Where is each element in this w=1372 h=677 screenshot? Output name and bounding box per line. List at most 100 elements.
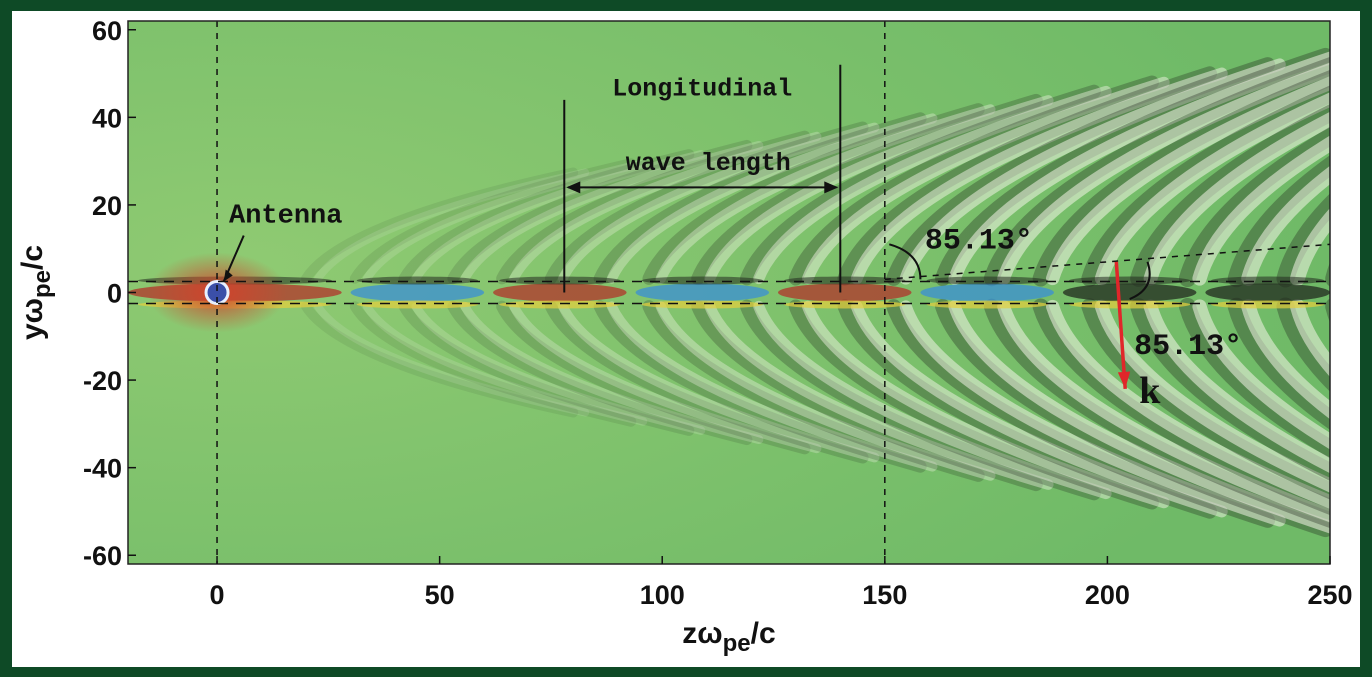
wavefront-dark	[447, 300, 753, 446]
antenna-marker	[204, 280, 230, 305]
wavefront-bright	[1094, 299, 1330, 493]
angle-label-upper: 85.13°	[925, 225, 1033, 259]
x-axis-label: zωpe/c	[682, 617, 775, 657]
beam-segment-edge	[1211, 276, 1325, 285]
wavefront-dark	[1227, 155, 1330, 288]
wavefront-bright	[704, 301, 1054, 490]
wavefront-bright	[655, 104, 996, 284]
x-axis-label-tail: /c	[751, 617, 776, 650]
wavelength-arrow-head-right	[824, 181, 839, 194]
wavefront-bright	[1289, 299, 1330, 377]
wavefront-dark	[349, 158, 637, 284]
beam-segment-edge	[1068, 300, 1191, 309]
wavefront-dark	[496, 300, 811, 455]
wavefront-bright	[509, 301, 822, 454]
wavefront-dark	[301, 167, 579, 284]
wavefront-bright	[411, 150, 706, 283]
wavefront-bright	[411, 302, 706, 435]
k-vector-arrow-head	[1117, 371, 1131, 389]
wavefront-bright	[704, 95, 1054, 284]
beam-segment	[493, 283, 627, 302]
wavefront-dark	[788, 299, 1159, 510]
wavefront-bright	[460, 301, 764, 445]
wavefront-dark	[349, 301, 637, 427]
beam-segment	[777, 283, 912, 302]
y-axis-label-sub: pe	[29, 270, 56, 298]
angle-ref-line	[884, 243, 1331, 281]
y-axis-label-tail: /c	[16, 245, 49, 270]
wavefront-bright	[460, 140, 764, 284]
beam-segment-edge	[641, 300, 763, 309]
wavefront-bright	[1241, 299, 1330, 420]
wavefront-bright	[948, 51, 1330, 285]
wavefront-dark	[788, 75, 1159, 286]
wavefront-dark	[398, 301, 695, 436]
x-tick-label: 50	[425, 580, 455, 610]
wavefront-dark	[398, 149, 695, 284]
wavefront-bright	[1143, 111, 1330, 286]
wavefront-dark	[1276, 297, 1330, 392]
wavefront-bright	[362, 302, 648, 426]
beam-segment-edge	[356, 276, 479, 285]
wavefront-dark	[1227, 297, 1330, 430]
y-axis-label: yωpe/c	[16, 245, 56, 340]
wavefront-bright	[1046, 299, 1330, 509]
wavefront-dark	[1325, 262, 1330, 287]
x-tick-label: 100	[640, 580, 685, 610]
heatmap-area	[128, 11, 1360, 564]
y-axis-label-main: yω	[16, 298, 49, 340]
wavelength-label-line2: wave length	[626, 149, 791, 178]
wavefront-bright	[1241, 165, 1330, 286]
x-axis-label-main: zω	[682, 617, 722, 650]
wavefront-dark	[593, 112, 927, 285]
wavefront-bright	[558, 301, 880, 463]
wavefront-bright	[753, 300, 1112, 500]
wavefront-dark	[301, 301, 579, 418]
x-tick-label: 250	[1307, 580, 1352, 610]
wavefront-dark	[691, 299, 1043, 492]
beam-segment-edge	[1211, 300, 1325, 309]
wavefront-bright	[802, 76, 1170, 285]
wavefront-dark	[691, 93, 1043, 286]
angle-arc-upper	[888, 243, 922, 280]
annotations	[222, 64, 1331, 389]
wavefront-bright	[509, 131, 822, 284]
wavefront-bright	[606, 113, 938, 284]
beam-segment	[920, 283, 1054, 302]
beam-segment-edge	[926, 276, 1048, 285]
wavelength-arrow-head-left	[566, 181, 581, 194]
wavefront-bright	[558, 122, 880, 284]
wavefront-bright	[1046, 76, 1330, 286]
beam-segment-edge	[356, 300, 479, 309]
beam-segment-edge	[1068, 276, 1191, 285]
wavefront-bright	[1346, 11, 1360, 279]
beam-segment-edge	[784, 276, 906, 285]
wavefront-bright	[850, 300, 1228, 518]
wavefront-bright	[997, 300, 1330, 523]
y-tick-label: 40	[92, 103, 122, 133]
wavefront-bright	[1289, 208, 1330, 286]
beam-segment-edge	[926, 300, 1048, 309]
x-tick-label: 0	[210, 580, 225, 610]
x-axis-label-sub: pe	[723, 630, 751, 657]
angle-arc-lower	[1129, 261, 1151, 300]
beam-segment	[635, 283, 770, 302]
y-tick-label: -20	[83, 366, 122, 396]
wavefront-bright	[314, 168, 590, 283]
beam-segment	[1205, 283, 1330, 302]
wavefront-bright	[948, 300, 1330, 534]
wavefront-dark	[1276, 193, 1330, 288]
wavefront-bright	[899, 300, 1286, 527]
wavefront-bright	[1094, 92, 1330, 286]
k-vector-arrow	[1114, 261, 1127, 389]
wavefront-bright	[802, 300, 1170, 509]
angle-label-lower: 85.13°	[1134, 330, 1242, 364]
wavefront-dark	[740, 84, 1101, 286]
wavefront-bright	[606, 301, 938, 472]
wavefront-bright	[899, 58, 1286, 285]
wavefront-dark	[642, 103, 985, 285]
beam-segment	[1062, 283, 1197, 302]
k-vector-label: k	[1139, 370, 1161, 412]
